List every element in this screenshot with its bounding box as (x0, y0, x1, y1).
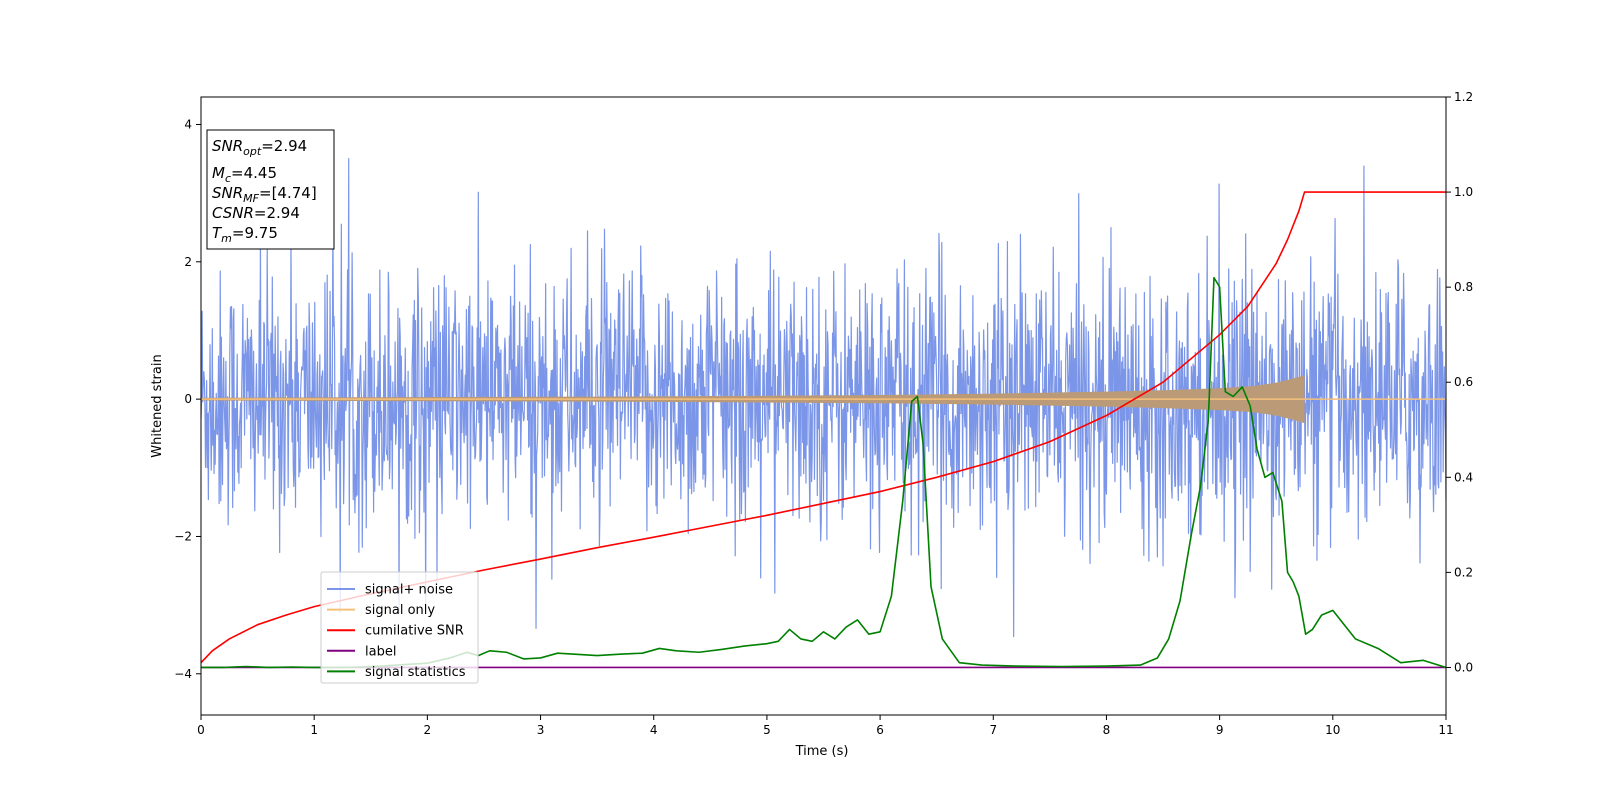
info-box-frame (206, 129, 335, 250)
x-tick-label: 7 (989, 723, 997, 737)
info-snr-opt-sub: opt (243, 145, 262, 158)
info-mc: Mc=4.45 (212, 164, 277, 185)
legend-signal-statistics-label: signal statistics (365, 665, 466, 680)
y2-tick-label: 1.0 (1454, 185, 1473, 199)
legend-frame (320, 571, 479, 684)
legend-cumilative-snr-label: cumilative SNR (365, 624, 464, 639)
info-mc-base: M (212, 164, 225, 182)
series-layer (201, 158, 1446, 669)
info-snr-opt: SNRopt=2.94 (212, 137, 307, 158)
info-tm-value: =9.75 (232, 224, 278, 242)
x-axis: 0 1 2 3 4 5 6 7 8 9 10 11 (197, 715, 1454, 737)
y-axis-label: Whitened strain (150, 354, 165, 457)
info-mc-value: =4.45 (231, 164, 277, 182)
info-snr-mf-sub: MF (243, 192, 259, 205)
info-tm-base: T (212, 224, 223, 242)
legend-label-label: label (365, 644, 396, 659)
info-snr-mf-value: =[4.74] (259, 184, 317, 202)
x-tick-label: 4 (650, 723, 658, 737)
series-cumilative-snr (201, 191, 1446, 664)
y-tick-label: 2 (184, 255, 192, 269)
x-axis-label: Time (s) (795, 744, 849, 759)
x-tick-label: 3 (537, 723, 545, 737)
y-axis-right: 0.0 0.2 0.4 0.6 0.8 1.0 1.2 (1446, 90, 1473, 674)
info-mc-sub: c (225, 172, 231, 185)
y-axis-left: −4 −2 0 2 4 (174, 117, 201, 681)
info-csnr-value: =2.94 (254, 204, 300, 222)
y2-tick-label: 1.2 (1454, 90, 1473, 104)
info-box: SNRopt=2.94 Mc=4.45 SNRMF=[4.74] CSNR=2.… (206, 129, 335, 250)
y2-tick-label: 0.2 (1454, 565, 1473, 579)
y-tick-label: 0 (184, 392, 192, 406)
x-tick-label: 6 (876, 723, 884, 737)
y2-tick-label: 0.6 (1454, 375, 1473, 389)
info-snr-mf: SNRMF=[4.74] (212, 184, 317, 205)
y2-tick-label: 0.8 (1454, 280, 1473, 294)
y2-tick-label: 0.0 (1454, 660, 1473, 674)
x-tick-label: 5 (763, 723, 771, 737)
legend: signal+ noise signal only cumilative SNR la… (320, 571, 479, 684)
info-csnr-base: CSNR (212, 204, 254, 222)
info-tm-sub: m (221, 232, 232, 245)
legend-signal-only-label: signal only (365, 603, 435, 618)
info-csnr: CSNR=2.94 (212, 204, 300, 222)
legend-signal-noise-label: signal+ noise (365, 583, 453, 598)
plot-frame (200, 96, 1447, 716)
x-tick-label: 1 (310, 723, 318, 737)
y-tick-label: −4 (174, 667, 192, 681)
x-tick-label: 10 (1325, 723, 1340, 737)
y-tick-label: −2 (174, 529, 192, 543)
y2-tick-label: 0.4 (1454, 470, 1473, 484)
info-snr-opt-value: =2.94 (261, 137, 307, 155)
info-tm: Tm=9.75 (212, 224, 278, 245)
info-snr-opt-base: SNR (212, 137, 243, 155)
x-tick-label: 11 (1438, 723, 1453, 737)
info-snr-mf-base: SNR (212, 184, 243, 202)
x-tick-label: 9 (1216, 723, 1224, 737)
x-tick-label: 0 (197, 723, 205, 737)
series-signal-statistics (201, 276, 1446, 669)
x-tick-label: 2 (424, 723, 432, 737)
y-tick-label: 4 (184, 117, 192, 131)
x-tick-label: 8 (1103, 723, 1111, 737)
